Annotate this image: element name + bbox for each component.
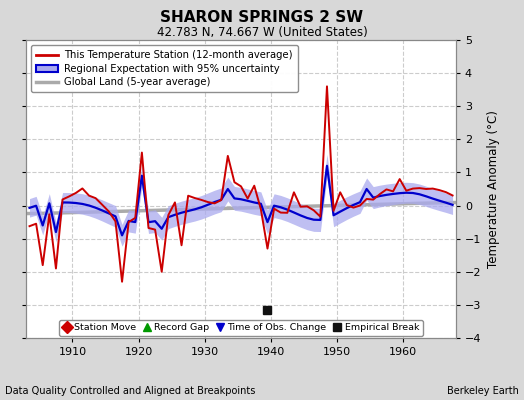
Legend: Station Move, Record Gap, Time of Obs. Change, Empirical Break: Station Move, Record Gap, Time of Obs. C… <box>59 320 423 336</box>
Text: SHARON SPRINGS 2 SW: SHARON SPRINGS 2 SW <box>160 10 364 25</box>
Y-axis label: Temperature Anomaly (°C): Temperature Anomaly (°C) <box>487 110 500 268</box>
Text: Berkeley Earth: Berkeley Earth <box>447 386 519 396</box>
Text: Data Quality Controlled and Aligned at Breakpoints: Data Quality Controlled and Aligned at B… <box>5 386 256 396</box>
Text: 42.783 N, 74.667 W (United States): 42.783 N, 74.667 W (United States) <box>157 26 367 39</box>
